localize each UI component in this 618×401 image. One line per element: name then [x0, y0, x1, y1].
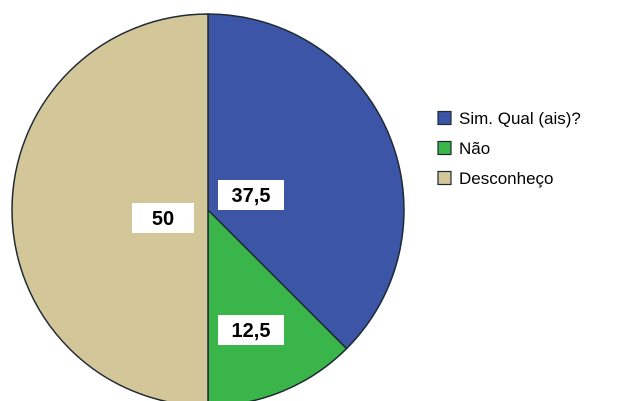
data-label-text: 50 — [152, 208, 174, 230]
legend: Sim. Qual (ais)? Não Desconheço — [437, 109, 581, 188]
legend-swatch — [437, 170, 452, 186]
data-label-2: 12,5 — [218, 315, 284, 345]
legend-item-3: Desconheço — [437, 169, 554, 188]
legend-item-2: Não — [437, 139, 490, 158]
pie-slices — [11, 13, 405, 401]
pie-slice-2 — [207, 208, 348, 401]
data-label-box — [218, 315, 284, 345]
data-label-box — [132, 203, 194, 233]
legend-swatch — [437, 140, 452, 156]
data-label-text: 12,5 — [232, 320, 271, 342]
legend-label: Sim. Qual (ais)? — [459, 109, 581, 128]
legend-item-1: Sim. Qual (ais)? — [437, 109, 581, 128]
data-label-text: 37,5 — [232, 185, 271, 207]
data-label-1: 37,5 — [218, 180, 284, 210]
data-label-box — [218, 180, 284, 210]
legend-label: Desconheço — [459, 169, 554, 188]
data-label-3: 50 — [132, 203, 194, 233]
pie-slice-3 — [11, 13, 209, 401]
legend-swatch — [437, 110, 452, 126]
pie-slice-1 — [207, 13, 405, 350]
legend-label: Não — [459, 139, 490, 158]
pie-data-labels: 37,5 12,5 50 — [132, 180, 284, 345]
